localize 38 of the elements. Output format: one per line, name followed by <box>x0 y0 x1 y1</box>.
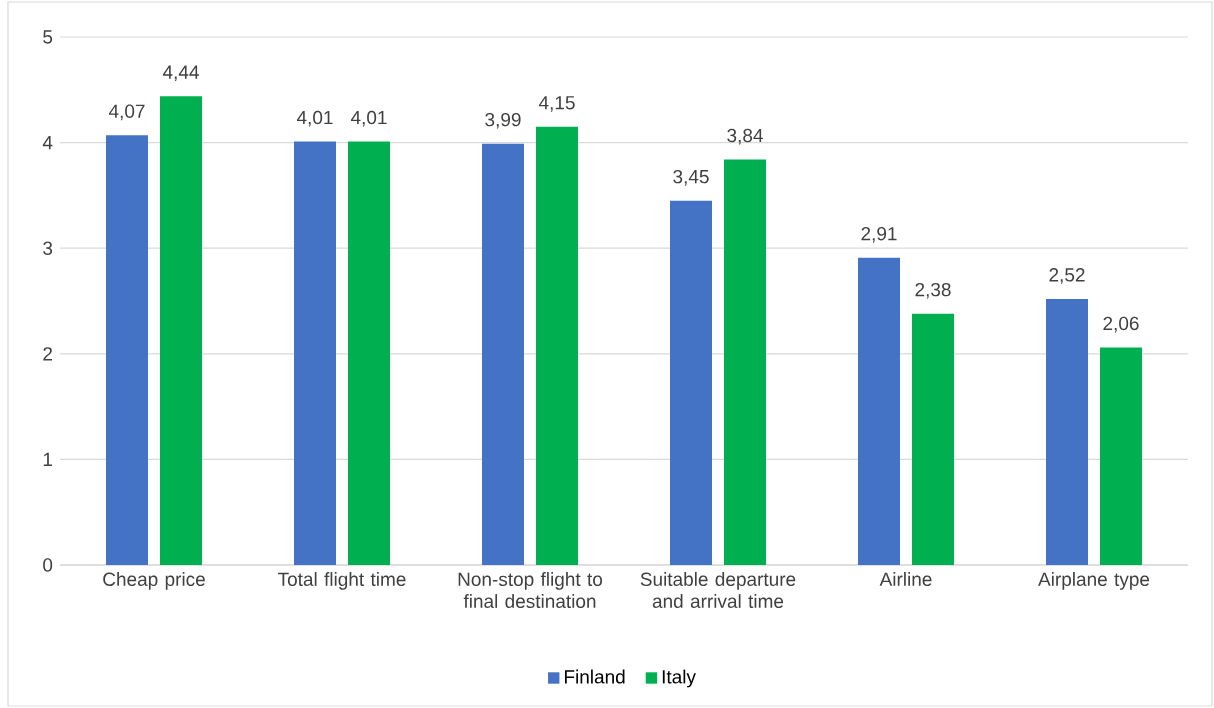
legend-label: Finland <box>564 669 625 684</box>
data-label: 2,06 <box>1103 316 1139 333</box>
bar <box>294 141 336 565</box>
bar <box>1046 298 1088 565</box>
x-tick-label: Cheap price <box>103 572 205 590</box>
y-tick-label: 1 <box>43 452 52 466</box>
bar <box>912 313 954 565</box>
data-label: 3,84 <box>727 128 763 145</box>
y-tick-label: 0 <box>43 558 53 572</box>
y-tick-label: 4 <box>42 136 53 150</box>
data-label: 4,01 <box>350 110 387 127</box>
bar <box>858 257 900 565</box>
bar <box>482 143 524 565</box>
bar <box>1100 347 1142 565</box>
x-tick-label: Suitable departure and arrival time <box>640 572 796 609</box>
data-label: 2,38 <box>915 282 951 299</box>
data-label: 3,99 <box>485 112 521 129</box>
x-tick-label: Airline <box>879 572 932 587</box>
bar <box>160 96 202 565</box>
data-label: 2,52 <box>1049 268 1085 284</box>
y-tick-label: 3 <box>43 241 53 255</box>
bar <box>670 200 712 565</box>
data-label: 3,45 <box>673 169 709 186</box>
bar <box>348 141 391 565</box>
y-tick-label: 2 <box>43 347 52 361</box>
data-label: 4,07 <box>108 104 145 121</box>
bar <box>536 126 579 565</box>
x-tick-label: Airplane type <box>1038 572 1150 590</box>
data-label: 4,01 <box>296 110 333 127</box>
bar <box>106 135 148 565</box>
legend-label: Italy <box>662 669 696 688</box>
x-tick-label: Total flight time <box>278 572 406 590</box>
y-tick-label: 5 <box>43 30 53 44</box>
bar <box>724 159 766 565</box>
data-label: 4,44 <box>162 65 199 82</box>
data-label: 2,91 <box>861 226 897 243</box>
data-label: 4,15 <box>538 96 575 112</box>
x-tick-label: Non-stop flight to final destination <box>458 572 603 609</box>
